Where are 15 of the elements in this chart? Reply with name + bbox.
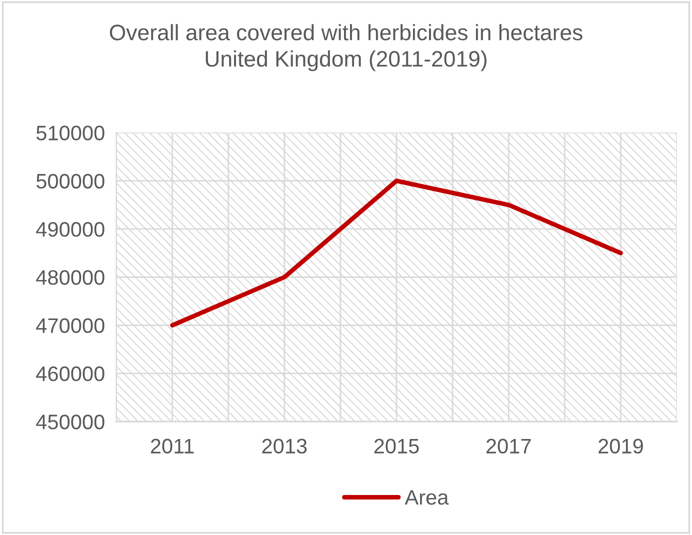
chart-title: Overall area covered with herbicides in hectares United Kingdom (2011-2019) xyxy=(110,24,582,72)
x-tick-label: 2013 xyxy=(262,438,307,454)
y-tick-label: 460000 xyxy=(36,366,104,382)
x-tick-label: 2017 xyxy=(486,438,531,454)
y-tick-label: 510000 xyxy=(36,126,104,140)
y-tick-label: 450000 xyxy=(36,414,104,430)
y-tick-label: 490000 xyxy=(36,222,104,237)
x-tick-label: 2015 xyxy=(374,438,419,454)
y-tick-label: 500000 xyxy=(36,174,104,189)
legend-label: Area xyxy=(404,490,449,505)
line-series xyxy=(170,178,623,328)
x-tick-label: 2011 xyxy=(150,438,194,454)
y-tick-label: 480000 xyxy=(36,270,104,285)
y-tick-label: 470000 xyxy=(36,318,104,334)
x-tick-label: 2019 xyxy=(598,438,643,454)
